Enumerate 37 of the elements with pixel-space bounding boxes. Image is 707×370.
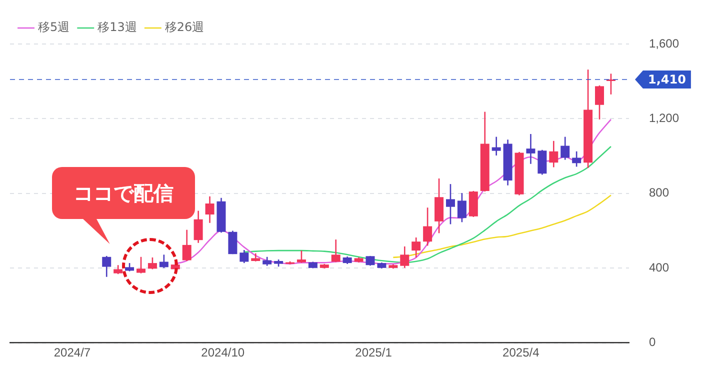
candlestick (331, 238, 340, 263)
x-tick-label: 2024/10 (201, 345, 245, 360)
x-tick-label: 2025/4 (502, 345, 540, 360)
candlestick (228, 230, 238, 255)
candlestick (446, 183, 455, 225)
x-tick-label: 2025/1 (355, 345, 392, 360)
y-tick-label: 1,600 (648, 36, 680, 50)
candlestick (296, 250, 306, 264)
candlestick (102, 255, 112, 278)
candlestick (538, 149, 547, 176)
candlestick (400, 246, 410, 269)
ref-line-label: 1,410 (648, 72, 686, 87)
candlestick (182, 229, 192, 262)
y-tick-label: 1,200 (648, 111, 680, 126)
x-tick-label: 2024/7 (54, 345, 91, 360)
candlestick (594, 84, 604, 120)
candlestick (159, 254, 168, 269)
candlestick (205, 196, 214, 224)
candlestick (549, 140, 558, 168)
y-tick-label: 400 (648, 260, 670, 274)
candlestick (194, 210, 203, 244)
candlestick (423, 206, 432, 246)
candlestick (240, 249, 249, 264)
candlestick (412, 236, 421, 258)
y-tick-label: 0 (648, 335, 656, 350)
legend-label: 移13週 (98, 20, 137, 34)
candlestick (560, 136, 570, 160)
legend-label: 移5週 (38, 20, 70, 34)
candlestick (148, 256, 157, 270)
candlestick (572, 150, 582, 168)
candlestick (136, 256, 146, 274)
candlestick (492, 136, 501, 156)
annotation: ココで配信 (52, 167, 195, 219)
y-tick-label: 800 (648, 186, 670, 200)
legend-label: 移26週 (164, 20, 204, 34)
candlestick (526, 133, 536, 165)
candlestick (457, 192, 466, 223)
